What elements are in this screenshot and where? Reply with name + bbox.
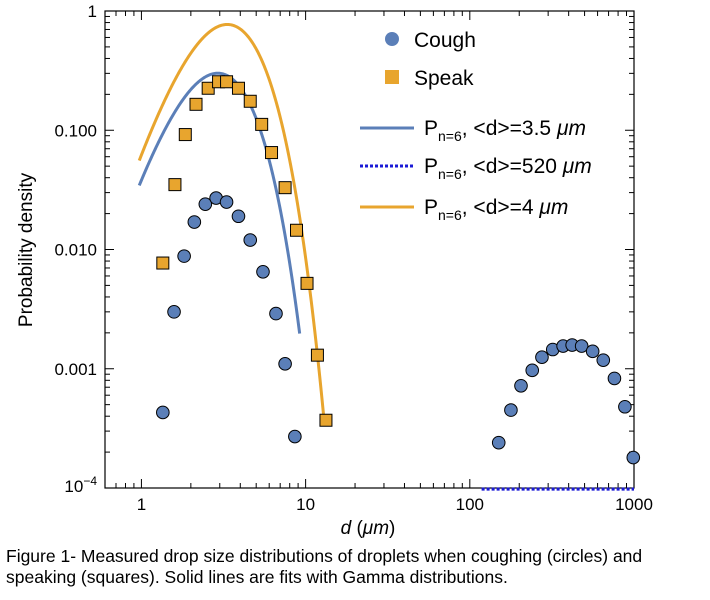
cough-point — [618, 399, 632, 414]
speak-point — [278, 181, 292, 195]
y-tick-label: 0.100 — [54, 121, 97, 140]
cough-point — [278, 357, 292, 371]
y-tick-label: 0.010 — [54, 241, 97, 260]
legend-speak-label: Speak — [414, 67, 474, 90]
x-tick-label: 1 — [137, 495, 146, 514]
speak-point — [290, 223, 304, 237]
y-tick-label: 0.001 — [54, 360, 97, 379]
cough-point — [504, 403, 518, 417]
cough-point — [231, 209, 246, 224]
legend: Cough Speak Pn=6, <d>=3.5 μm Pn=6, <d>=520 … — [360, 29, 592, 223]
cough-point — [626, 450, 641, 465]
data-markers — [156, 75, 641, 465]
cough-point — [525, 363, 540, 378]
speak-point — [300, 276, 314, 290]
speak-point — [168, 178, 182, 192]
fit-line-3 — [137, 22, 326, 424]
cough-point — [219, 195, 234, 209]
legend-fit-label-2: Pn=6, <d>=520 μm — [424, 155, 592, 182]
cough-point — [243, 233, 258, 247]
cough-point — [288, 429, 302, 444]
cough-point — [269, 306, 283, 321]
y-axis-label: Probability density — [16, 172, 37, 327]
cough-point — [491, 435, 506, 450]
cough-point — [607, 371, 622, 386]
speak-point — [231, 81, 245, 95]
x-tick-label: 10 — [296, 495, 315, 514]
cough-point — [535, 350, 549, 364]
legend-cough-label: Cough — [414, 29, 476, 52]
cough-point — [574, 339, 589, 353]
speak-point — [310, 348, 324, 362]
axis-ticks: 1 10 100 1000 1 0.100 0.010 0.001 10−4 — [54, 2, 652, 514]
speak-point — [319, 413, 333, 427]
cough-point — [187, 215, 202, 229]
legend-fit-label-3: Pn=6, <d>=4 μm — [424, 196, 568, 223]
speak-point — [255, 117, 269, 131]
x-axis-label: d (μm) — [341, 518, 396, 539]
legend-speak-marker — [385, 70, 399, 84]
cough-point — [156, 405, 170, 420]
legend-cough-marker — [385, 32, 399, 46]
cough-point — [198, 197, 213, 211]
x-tick-label: 100 — [456, 495, 484, 514]
fit-lines — [137, 22, 634, 491]
cough-point — [596, 353, 611, 367]
cough-point — [177, 249, 191, 263]
figure-caption: Figure 1- Measured drop size distributio… — [6, 546, 643, 587]
speak-point — [243, 94, 257, 108]
fit-line-1 — [137, 71, 302, 334]
chart: 1 10 100 1000 1 0.100 0.010 0.001 10−4 Probabili… — [16, 2, 653, 539]
y-tick-label: 10−4 — [64, 474, 97, 496]
legend-fit-label-1: Pn=6, <d>=3.5 μm — [424, 117, 586, 144]
speak-point — [265, 146, 279, 160]
x-tick-label: 1000 — [615, 495, 653, 514]
y-tick-label: 1 — [88, 2, 97, 21]
cough-point — [167, 305, 181, 319]
speak-point — [220, 75, 234, 89]
speak-point — [189, 97, 203, 111]
speak-point — [156, 256, 170, 270]
cough-point — [585, 344, 600, 359]
speak-point — [178, 128, 192, 142]
cough-point — [514, 378, 528, 393]
cough-point — [256, 265, 270, 279]
